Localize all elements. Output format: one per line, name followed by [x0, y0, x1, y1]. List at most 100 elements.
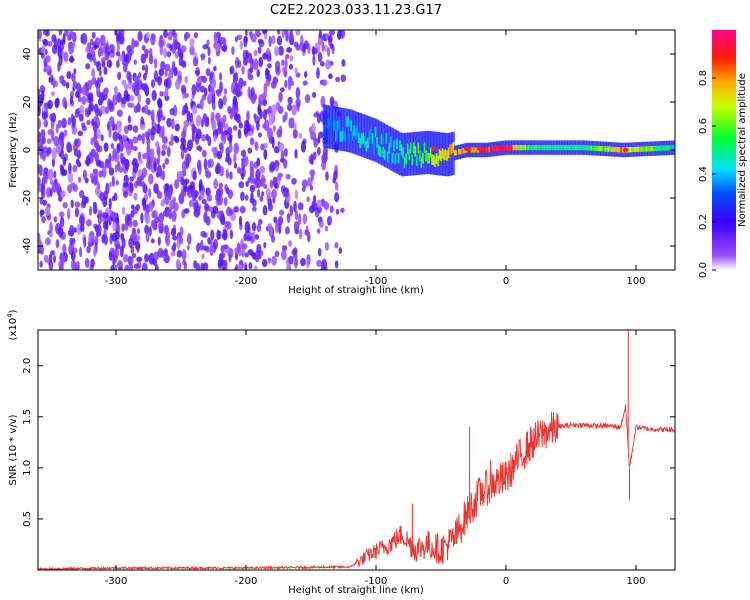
spectrogram-ridge-core [461, 148, 464, 154]
spectrogram-noise-cell [318, 220, 324, 228]
spectrogram-noise-cell [145, 97, 151, 105]
spectrogram-noise-cell [74, 148, 79, 156]
spectrogram-ridge-core [573, 144, 576, 151]
spectrogram-noise-cell [108, 126, 112, 138]
spectrogram-noise-cell [295, 97, 301, 108]
spectrogram-ridge-core [399, 140, 402, 151]
spectrogram-ridge-halo [325, 104, 329, 149]
spectrogram-noise-cell [212, 205, 219, 214]
spectrogram-ridge-halo [379, 121, 382, 165]
spectrogram-noise-cell [79, 246, 83, 258]
spectrogram-noise-cell [157, 75, 163, 86]
spectrogram-noise-cell [95, 142, 100, 153]
spectrogram-noise-cell [341, 59, 346, 67]
spectrogram-noise-cell [74, 109, 80, 118]
spectrogram-ridge-core [388, 142, 392, 154]
spectrogram-ridge-core [390, 136, 393, 148]
spectrogram-noise-cell [138, 159, 143, 165]
spectrogram-noise-cell [170, 134, 175, 143]
spectrogram-noise-cell [233, 162, 238, 169]
spectrogram-noise-cell [234, 251, 239, 261]
spectrogram-ridge-core [517, 144, 520, 151]
spectrogram-noise-cell [316, 206, 322, 214]
spectrogram-noise-cell [173, 202, 179, 212]
spectrogram-ridge-halo [434, 131, 437, 175]
spectrogram-noise-cell [219, 121, 224, 128]
spectrogram-noise-cell [45, 30, 50, 37]
spectrogram-noise-cell [88, 47, 95, 54]
spectrogram-noise-cell [76, 161, 82, 168]
spectrogram-ridge-core [540, 144, 543, 151]
spectrogram-noise-cell [288, 32, 294, 44]
spectrogram-ridge-halo [416, 131, 419, 175]
spectrogram-noise-cell [276, 128, 283, 138]
spectrogram-noise-cell [106, 161, 112, 169]
spectrogram-noise-cell [210, 229, 215, 241]
spectrogram-noise-cell [160, 200, 166, 207]
colorbar-tick-label: 0.2 [698, 214, 709, 230]
spectrogram-noise-cell [256, 157, 261, 167]
spectrogram-ridge-core [579, 144, 583, 151]
spectrogram-noise-cell [70, 251, 76, 261]
spectrogram-noise-cell [275, 101, 281, 111]
spectrogram-noise-cell [284, 79, 288, 89]
spectrogram-noise-cell [240, 191, 245, 201]
spectrogram-noise-cell [272, 125, 276, 132]
spectrogram-noise-cell [129, 95, 135, 102]
spectrogram-noise-cell [240, 149, 246, 158]
spectrogram-noise-cell [136, 242, 140, 253]
spectrogram-noise-cell [132, 231, 138, 242]
spectrogram-noise-cell [119, 152, 124, 161]
spectrogram-noise-cell [183, 208, 190, 214]
spectrogram-noise-cell [194, 69, 201, 76]
spectrogram-ridge-core [383, 149, 387, 161]
spectrogram-noise-cell [50, 74, 54, 86]
spectrogram-ridge-core [584, 145, 587, 151]
spectrogram-ridge-core [447, 147, 451, 159]
spectrogram-noise-cell [317, 146, 321, 156]
spectrogram-ridge-core [592, 145, 595, 151]
spectrogram-noise-cell [171, 30, 176, 36]
spectrogram-noise-cell [248, 52, 252, 61]
spectrogram-noise-cell [297, 202, 304, 211]
spectrogram-ridge-core [562, 144, 565, 151]
spectrogram-ridge-core [546, 144, 550, 151]
spectrogram-ridge-core [518, 144, 522, 151]
spectrogram-noise-cell [105, 220, 109, 231]
spectrogram-noise-cell [246, 236, 252, 242]
spectrogram-noise-cell [179, 226, 184, 236]
spectrogram-noise-cell [144, 224, 150, 235]
spectrogram-noise-cell [129, 183, 134, 193]
spectrogram-noise-cell [313, 112, 319, 118]
spectrogram-noise-cell [245, 180, 249, 187]
snr-series-line [38, 404, 675, 570]
spectrogram-noise-cell [38, 139, 44, 151]
spectrogram-noise-cell [189, 38, 195, 47]
spectrogram-noise-cell [128, 72, 132, 84]
spectrogram-noise-cell [225, 153, 230, 163]
spectrogram-noise-cell [211, 77, 217, 90]
spectrogram-noise-cell [166, 208, 172, 217]
spectrogram-noise-cell [82, 169, 87, 180]
spectrogram-noise-cell [126, 143, 132, 156]
spectrogram-ridge-core [441, 148, 445, 159]
spectrogram-noise-cell [42, 38, 48, 47]
spectrogram-noise-cell [237, 129, 242, 139]
spectrogram-noise-cell [90, 38, 94, 46]
spectrogram-noise-cell [229, 66, 233, 75]
spectrogram-noise-cell [162, 162, 166, 170]
spectrogram-noise-cell [121, 206, 126, 216]
spectrogram-ridge-core [614, 146, 617, 153]
spectrogram-noise-cell [259, 195, 264, 203]
spectrogram-noise-cell [150, 219, 157, 229]
spectrogram-noise-cell [256, 243, 262, 254]
colorbar-label: Normalized spectral amplitude [737, 73, 748, 227]
spectrogram-ridge-core [393, 140, 396, 152]
spectrogram-ridge-core [552, 144, 556, 151]
spectrogram-noise-cell [132, 163, 139, 174]
spectrogram-noise-cell [182, 259, 187, 266]
spectrogram-noise-cell [274, 250, 280, 258]
spectrogram-noise-cell [70, 182, 76, 188]
spectrogram-ridge-core [459, 148, 463, 155]
